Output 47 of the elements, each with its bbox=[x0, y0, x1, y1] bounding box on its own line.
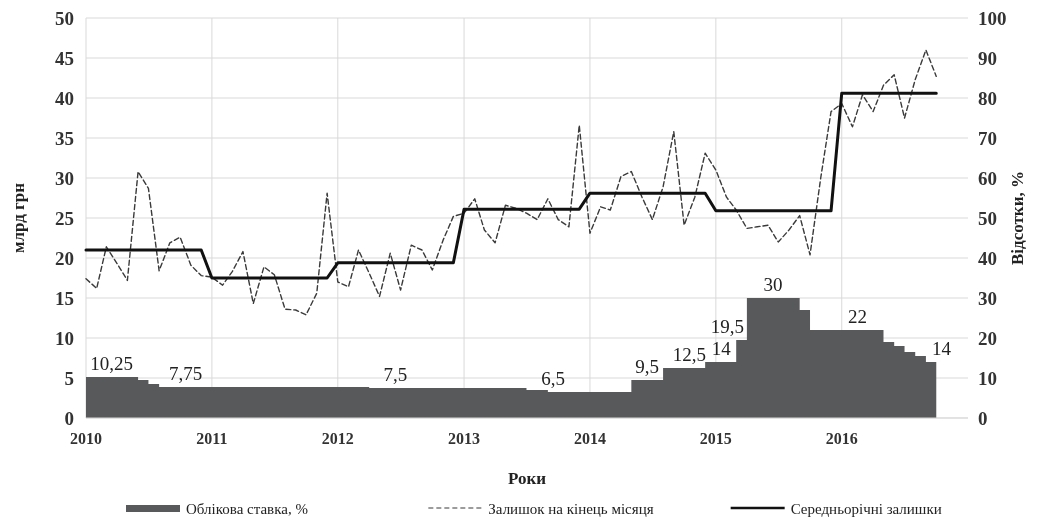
y-tick-label: 20 bbox=[55, 247, 74, 269]
data-label: 9,5 bbox=[635, 356, 660, 377]
data-label: 14 bbox=[932, 338, 952, 359]
legend-label: Залишок на кінець місяця bbox=[488, 501, 654, 517]
x-tick-label: 2014 bbox=[573, 430, 606, 447]
data-label: 10,25 bbox=[90, 353, 134, 374]
y-tick-label: 15 bbox=[55, 287, 74, 309]
y2-tick-label: 80 bbox=[978, 87, 997, 109]
line-series bbox=[84, 91, 938, 280]
y-tick-label: 45 bbox=[55, 47, 74, 69]
y-tick-label: 5 bbox=[64, 367, 74, 389]
data-label: 19,5 bbox=[710, 316, 744, 337]
y-axis-title: млрд грн bbox=[9, 182, 28, 254]
y2-tick-label: 40 bbox=[978, 247, 997, 269]
x-tick-label: 2012 bbox=[321, 430, 354, 447]
y-tick-label: 25 bbox=[55, 207, 74, 229]
data-label: 22 bbox=[847, 306, 867, 327]
data-label: 7,75 bbox=[168, 363, 203, 384]
y-tick-label: 0 bbox=[64, 407, 74, 429]
data-label: 30 bbox=[763, 274, 783, 295]
y2-tick-label: 30 bbox=[978, 287, 997, 309]
y2-tick-label: 50 bbox=[978, 207, 997, 229]
data-label: 12,5 bbox=[672, 344, 707, 365]
x-tick-label: 2016 bbox=[825, 430, 858, 447]
data-label: 14 bbox=[711, 338, 732, 359]
legend-label: Середньорічні залишки bbox=[790, 501, 942, 517]
y2-tick-label: 0 bbox=[978, 407, 988, 429]
legend-label: Облікова ставка, % bbox=[186, 501, 308, 517]
y-tick-label: 10 bbox=[55, 327, 74, 349]
y-tick-label: 35 bbox=[55, 127, 74, 149]
y-tick-label: 50 bbox=[55, 7, 74, 29]
y2-tick-label: 20 bbox=[978, 327, 997, 349]
y2-tick-label: 60 bbox=[978, 167, 997, 189]
y2-tick-label: 90 bbox=[978, 47, 997, 69]
y2-tick-label: 100 bbox=[978, 7, 1007, 29]
y-tick-label: 30 bbox=[55, 167, 74, 189]
y-tick-label: 40 bbox=[55, 87, 74, 109]
y2-tick-label: 70 bbox=[978, 127, 997, 149]
x-axis-title: Роки bbox=[507, 469, 547, 488]
y2-tick-label: 10 bbox=[978, 367, 997, 389]
x-tick-label: 2013 bbox=[448, 430, 481, 447]
data-label: 7,5 bbox=[383, 364, 408, 385]
x-tick-label: 2015 bbox=[699, 430, 732, 447]
data-label: 6,5 bbox=[541, 368, 565, 389]
x-tick-label: 2010 bbox=[70, 430, 102, 447]
x-tick-label: 2011 bbox=[196, 430, 228, 447]
y2-axis-title: Відсотки, % bbox=[1008, 171, 1027, 265]
